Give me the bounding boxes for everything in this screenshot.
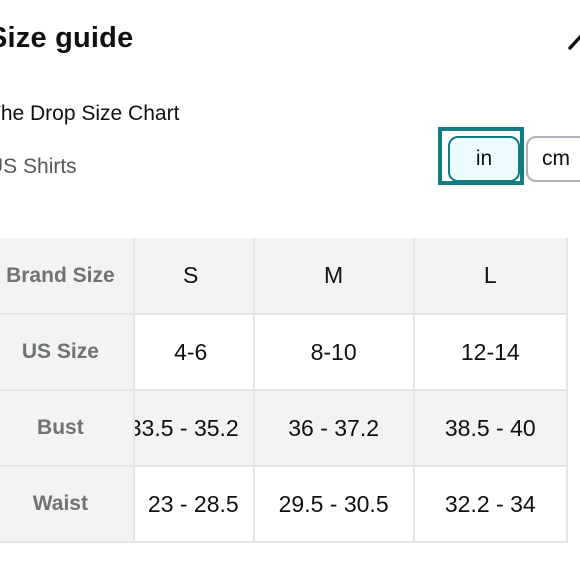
table-cell: 23 - 28.5	[133, 466, 255, 543]
column-header-s: S	[133, 238, 255, 315]
column-header-l: L	[413, 238, 569, 315]
table-row-waist: Waist 23 - 28.5 29.5 - 30.5 32.2 - 34	[0, 466, 569, 543]
size-guide-title: Size guide	[0, 22, 134, 54]
table-cell: 8-10	[253, 314, 415, 391]
row-label-us-size: US Size	[0, 314, 135, 391]
table-cell: 32.2 - 34	[413, 466, 569, 543]
unit-toggle: in cm	[438, 127, 580, 188]
unit-focus-ring	[438, 127, 524, 185]
size-chart-category: US Shirts	[0, 155, 77, 178]
table-cell: 4-6	[133, 314, 255, 391]
table-cell: 33.5 - 35.2	[133, 390, 255, 467]
table-cell: 38.5 - 40	[413, 390, 569, 467]
table-cell: 29.5 - 30.5	[253, 466, 415, 543]
table-header-row: Brand Size S M L	[0, 238, 569, 315]
size-chart-name: The Drop Size Chart	[0, 102, 180, 125]
table-cell: 36 - 37.2	[253, 390, 415, 467]
column-header-m: M	[253, 238, 415, 315]
size-table: Brand Size S M L US Size 4-6 8-10 12-14 …	[0, 238, 569, 543]
row-label-brand-size: Brand Size	[0, 238, 135, 315]
table-row-us-size: US Size 4-6 8-10 12-14	[0, 314, 569, 391]
chevron-up-icon[interactable]	[566, 30, 580, 54]
table-row-bust: Bust 33.5 - 35.2 36 - 37.2 38.5 - 40	[0, 390, 569, 467]
table-cell: 12-14	[413, 314, 569, 391]
unit-cm-button[interactable]: cm	[526, 136, 580, 182]
unit-in-button[interactable]: in	[448, 136, 520, 182]
row-label-waist: Waist	[0, 466, 135, 543]
row-label-bust: Bust	[0, 390, 135, 467]
